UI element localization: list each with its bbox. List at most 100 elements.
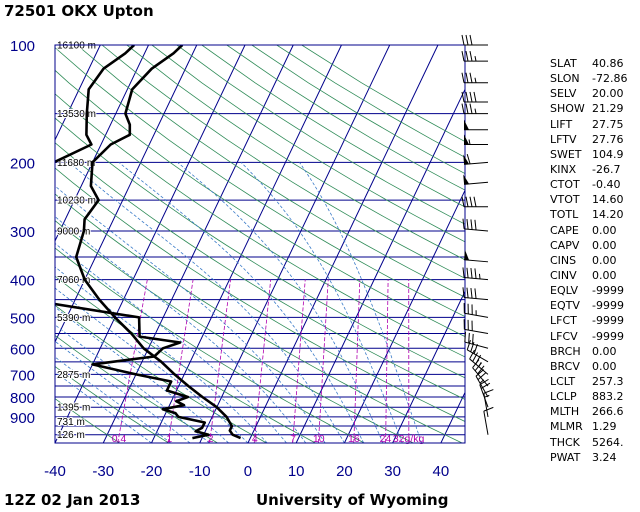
height-label: 11680 m — [57, 158, 95, 169]
param-value: 20.00 — [592, 87, 624, 101]
pressure-tick-label: 500 — [10, 310, 35, 327]
barb-flag — [470, 219, 473, 230]
param-value: -9999 — [592, 284, 624, 298]
barb-flag — [473, 196, 477, 207]
barb-pennant — [464, 249, 470, 261]
param-name: LFCT — [550, 314, 577, 328]
temperature-tick-label: -30 — [92, 463, 114, 480]
pressure-tick-label: 700 — [10, 367, 35, 384]
barb-flag — [461, 196, 465, 207]
barb-flag — [469, 196, 473, 207]
isotherm-line — [0, 45, 4, 443]
param-row-mlth: MLTH 266.6 — [548, 404, 640, 419]
wind-barb — [461, 196, 488, 208]
temperature-tick-label: 40 — [433, 463, 450, 480]
temperature-tick-label: 30 — [384, 463, 401, 480]
temperature-tick-label: -10 — [189, 463, 211, 480]
mixing-ratio-label: 16 — [348, 433, 360, 445]
param-name: CAPV — [550, 238, 580, 252]
temperature-tick-label: -20 — [141, 463, 163, 480]
barb-flag — [469, 34, 473, 46]
param-value: 0.00 — [592, 268, 617, 282]
pressure-tick-label: 900 — [10, 410, 35, 427]
barb-flag — [466, 219, 469, 230]
station-title: 72501 OKX Upton — [4, 2, 154, 20]
param-value: 0.00 — [592, 253, 617, 267]
wind-barb — [483, 406, 494, 435]
barb-flag — [479, 378, 489, 386]
pressure-axis: 100 200 300 400 500 600 700 800 900 — [10, 38, 35, 427]
param-value: 40.86 — [592, 57, 624, 70]
param-row-lclp: LCLP 883.2 — [548, 389, 640, 404]
barb-flag — [464, 331, 466, 343]
param-name: SLAT — [550, 57, 577, 70]
height-label: 13530 m — [57, 109, 96, 120]
moist-adiabat-line — [55, 306, 229, 443]
param-value: -0.40 — [592, 178, 621, 192]
barb-flag — [483, 406, 494, 412]
barb-flag — [474, 219, 477, 230]
param-row-lclt: LCLT 257.3 — [548, 374, 640, 389]
barb-half-flag — [478, 273, 481, 280]
dry-adiabat-line — [76, 45, 465, 298]
param-row-lftv: LFTV 27.76 — [548, 132, 640, 147]
wind-barb — [463, 319, 489, 335]
barb-half-flag — [484, 394, 490, 398]
wind-barb — [464, 119, 488, 131]
param-name: MLTH — [550, 405, 580, 419]
dewpoint-profile — [55, 45, 210, 440]
barb-pennant — [464, 134, 469, 145]
barb-flag — [474, 362, 482, 372]
param-row-kinx: KINX -26.7 — [548, 162, 640, 177]
temperature-tick-label: -40 — [44, 463, 66, 480]
param-row-thck: THCK 5264. — [548, 435, 640, 450]
isotherm-line — [55, 45, 246, 443]
barb-flag — [474, 268, 477, 279]
moist-adiabat-line — [55, 185, 326, 443]
param-value: 0.00 — [592, 223, 617, 237]
dry-adiabat-line — [55, 365, 169, 443]
param-row-slon: SLON -72.86 — [548, 71, 640, 86]
param-name: BRCV — [550, 359, 580, 373]
param-name: MLMR — [550, 420, 583, 434]
moist-adiabat-line — [55, 371, 152, 443]
barb-flag — [465, 51, 469, 62]
wind-barb — [472, 359, 489, 387]
dry-adiabat-line — [55, 167, 465, 422]
param-value: 14.60 — [592, 193, 624, 207]
wind-barb — [461, 72, 488, 84]
mixing-ratio-line — [385, 279, 389, 443]
param-name: CINS — [550, 253, 577, 267]
param-name: LFTV — [550, 132, 577, 146]
param-name: CAPE — [550, 223, 579, 237]
param-name: SELV — [550, 87, 577, 101]
data-source: University of Wyoming — [256, 491, 449, 509]
mixing-ratio-line — [253, 279, 272, 443]
isotherm-line — [392, 290, 465, 443]
barb-staff — [472, 367, 489, 387]
barb-flag — [461, 103, 465, 114]
isotherm-line — [343, 189, 465, 443]
barb-staff — [464, 181, 489, 185]
mixing-ratio-line — [209, 279, 231, 443]
barb-flag — [473, 344, 478, 354]
wind-barb — [462, 218, 489, 232]
mixing-ratio-label: 1 — [166, 433, 172, 445]
mixing-ratio-line — [167, 279, 194, 443]
mixing-ratio-label: 7 — [290, 433, 296, 445]
height-label: 10230 m — [57, 196, 96, 207]
barb-flag — [461, 34, 465, 46]
isotherm-line — [295, 88, 465, 443]
dry-adiabat-line — [55, 142, 465, 400]
temperature-tick-label: 0 — [244, 463, 252, 480]
wind-barb — [463, 174, 489, 185]
param-row-cinv: CINV 0.00 — [548, 268, 640, 283]
pressure-tick-label: 100 — [10, 38, 35, 55]
barb-flag — [474, 288, 477, 299]
pressure-tick-label: 600 — [10, 341, 35, 358]
param-name: CTOT — [550, 178, 580, 192]
moist-adiabat-line — [55, 242, 287, 443]
wind-barb — [464, 331, 489, 349]
isotherm-line — [55, 45, 198, 344]
